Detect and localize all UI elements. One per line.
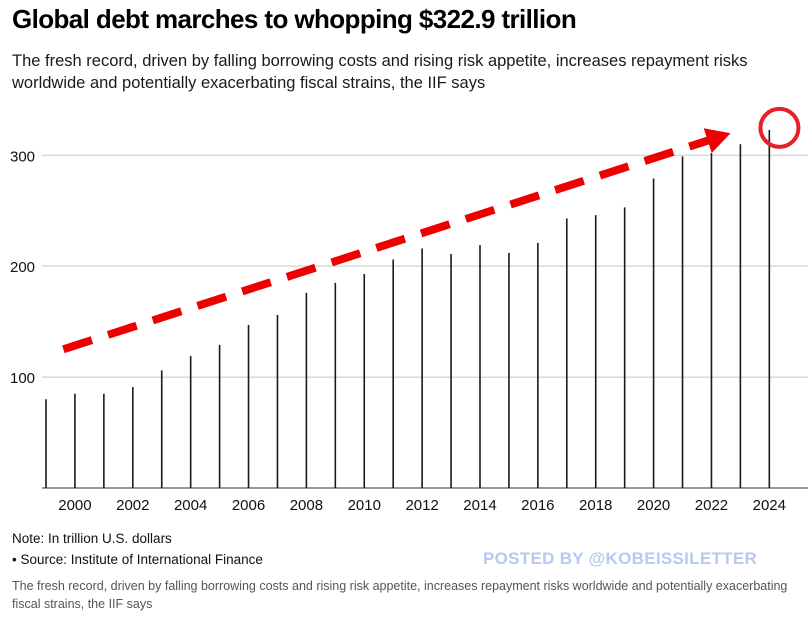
bar [247, 324, 250, 488]
bar [479, 245, 481, 488]
bar [739, 144, 742, 488]
x-tick-label: 2018 [579, 497, 612, 514]
bar [421, 248, 423, 488]
bar [565, 218, 568, 488]
x-tick-label: 2006 [232, 497, 265, 514]
x-tick-label: 2016 [521, 497, 554, 514]
x-tick-label: 2024 [753, 497, 786, 514]
x-tick-label: 2010 [348, 497, 381, 514]
highlight-circle [758, 106, 801, 149]
bars [45, 129, 771, 488]
bar [45, 399, 47, 488]
bar [710, 153, 713, 488]
bar [681, 156, 684, 488]
bar [276, 314, 279, 488]
x-tick-label: 2004 [174, 497, 207, 514]
bar [334, 282, 337, 488]
trend-arrow-line [62, 133, 719, 354]
caption: The fresh record, driven by falling borr… [12, 579, 788, 611]
x-tick-label: 2020 [637, 497, 670, 514]
bar [537, 242, 539, 488]
bar [305, 292, 308, 488]
annotations [62, 106, 801, 354]
x-axis-ticks: 2000 2002 2004 2006 2008 2010 2012 2014 2016 2018… [58, 497, 786, 514]
bar [218, 344, 221, 488]
bar [392, 259, 394, 488]
y-tick-label: 100 [10, 370, 35, 387]
bar [450, 253, 452, 488]
x-tick-label: 2012 [405, 497, 438, 514]
bar [623, 207, 626, 488]
y-axis-ticks: 100 200 300 [10, 148, 35, 387]
x-tick-label: 2002 [116, 497, 149, 514]
x-tick-label: 2008 [290, 497, 323, 514]
bar [160, 370, 163, 488]
grid-lines [42, 154, 808, 489]
y-tick-label: 200 [10, 259, 35, 276]
bar [508, 252, 510, 488]
source-note: • Source: Institute of International Fin… [12, 552, 263, 567]
page-subtitle: The fresh record, driven by falling borr… [12, 52, 748, 92]
bar [594, 215, 597, 488]
bar [74, 393, 76, 488]
page-title: Global debt marches to whopping $322.9 t… [12, 4, 577, 34]
bar [131, 387, 134, 488]
x-tick-label: 2022 [695, 497, 728, 514]
bar [103, 393, 105, 488]
bar [768, 129, 771, 488]
trend-arrow-head [703, 128, 731, 153]
unit-note: Note: In trillion U.S. dollars [12, 531, 172, 546]
x-tick-label: 2000 [58, 497, 91, 514]
x-tick-label: 2014 [463, 497, 496, 514]
bar [652, 178, 655, 488]
y-tick-label: 300 [10, 148, 35, 165]
bar [363, 273, 366, 488]
bar [189, 356, 192, 488]
watermark: POSTED BY @KOBEISSILETTER [483, 549, 758, 568]
